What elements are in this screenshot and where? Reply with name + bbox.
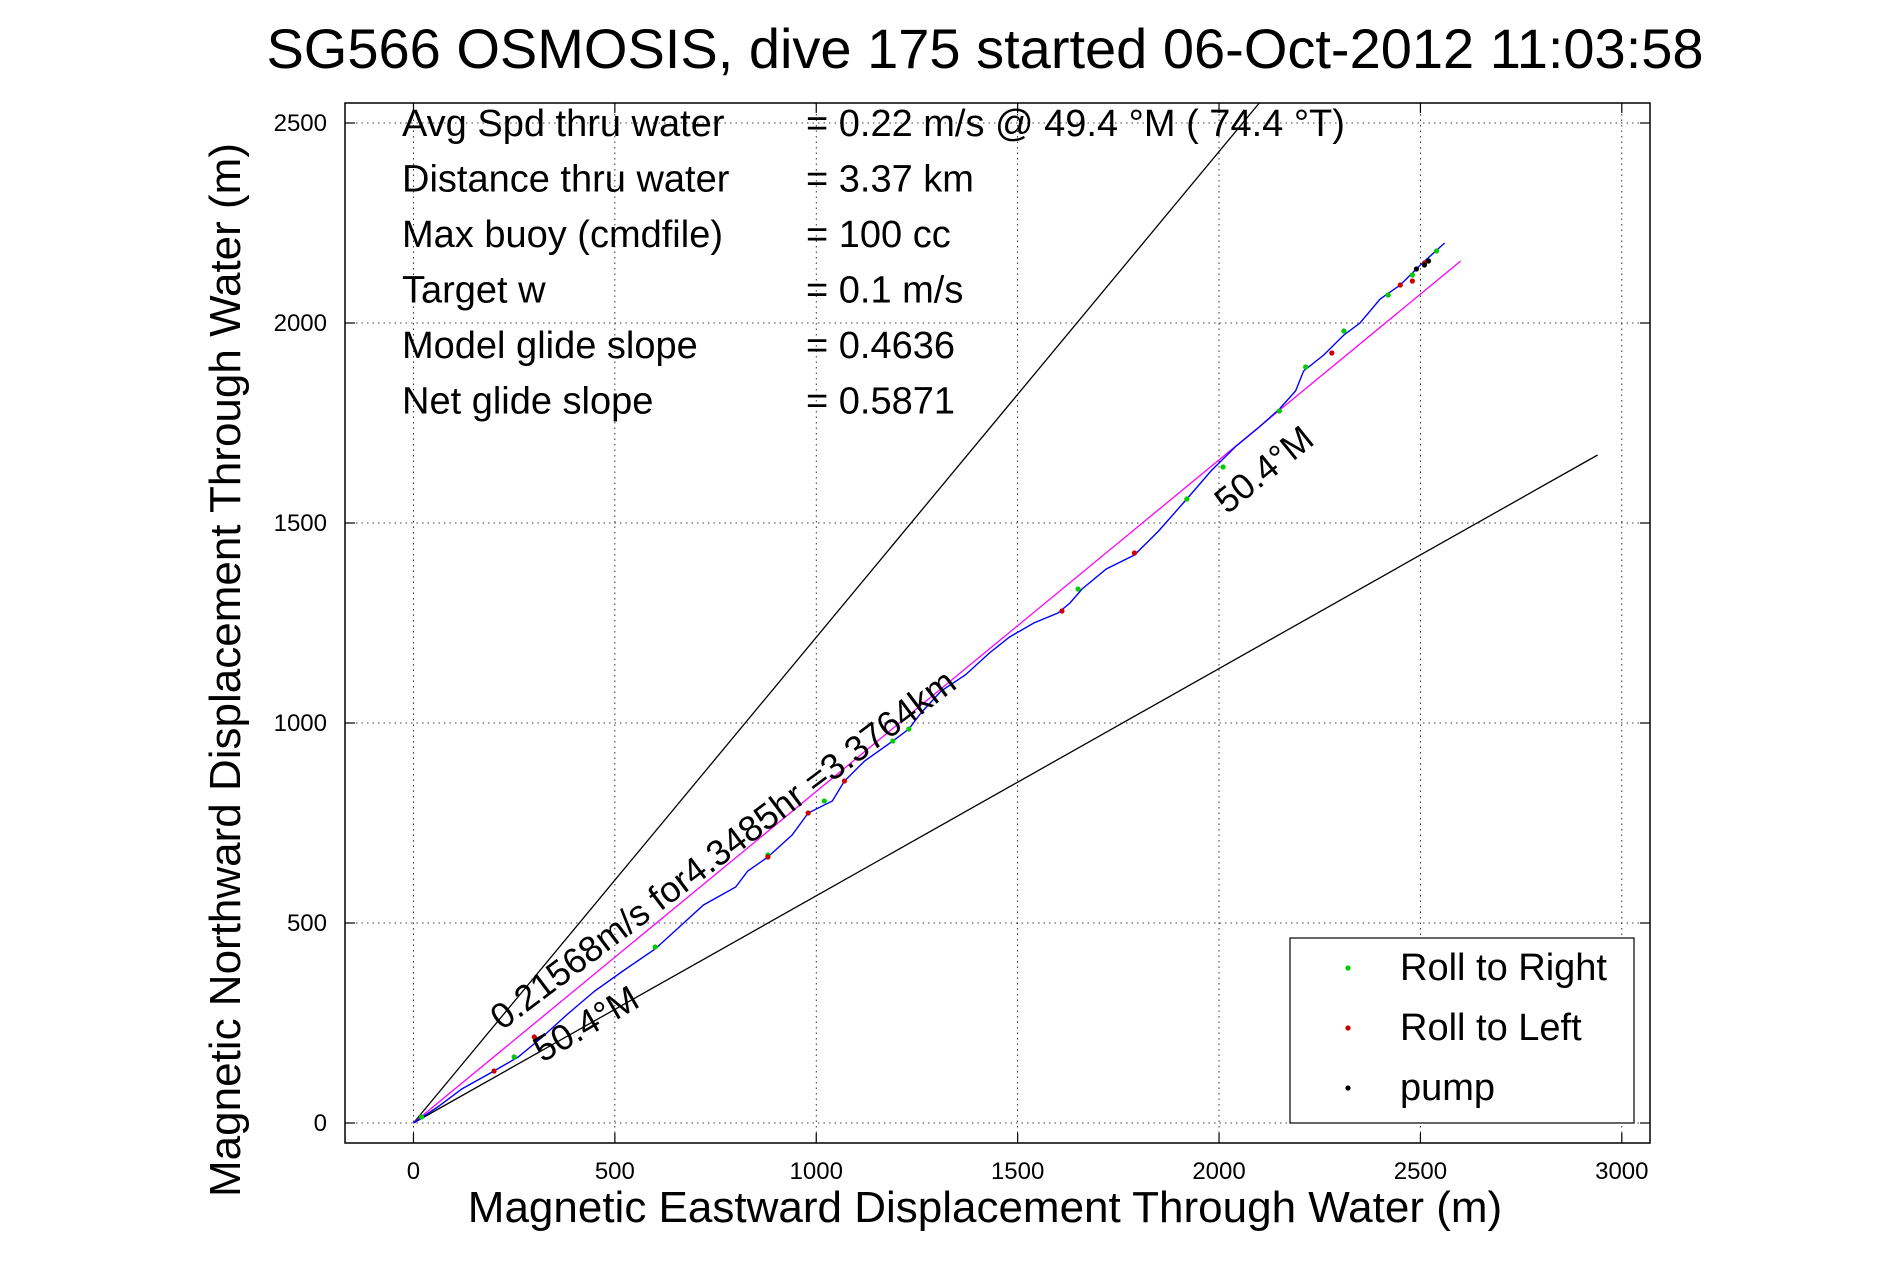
point-roll-to-left: [1409, 278, 1415, 284]
y-axis-label: Magnetic Northward Displacement Through …: [201, 143, 250, 1197]
stat-value: = 0.5871: [806, 381, 955, 423]
reference-line-upper: [412, 102, 1260, 1124]
point-roll-to-right: [1409, 272, 1415, 278]
x-axis-label: Magnetic Eastward Displacement Through W…: [468, 1183, 1502, 1232]
axis-ticks: 0 500 1000 1500 2000 2500 3000 0 500 1000 1500 2000…: [274, 103, 1650, 1185]
stat-label: Model glide slope: [402, 325, 698, 367]
track-line: [413, 242, 1446, 1124]
stat-value: = 0.4636: [806, 325, 955, 367]
point-pump: [1421, 262, 1428, 268]
point-pump: [1413, 266, 1419, 272]
x-tick-label: 0: [407, 1158, 420, 1185]
x-tick-label: 3000: [1595, 1158, 1648, 1185]
point-roll-to-right: [1276, 408, 1283, 414]
y-tick-label: 2000: [274, 310, 327, 337]
point-roll-to-right: [1075, 586, 1081, 592]
y-tick-label: 2500: [274, 110, 327, 137]
legend-marker: [1345, 965, 1351, 971]
point-roll-to-left: [805, 810, 811, 816]
x-tick-label: 1500: [991, 1158, 1044, 1185]
point-roll-to-right: [418, 1114, 425, 1120]
legend-label: Roll to Left: [1400, 1007, 1582, 1049]
legend-marker: [1345, 1025, 1351, 1031]
track: [413, 242, 1446, 1124]
point-pump: [1425, 258, 1432, 264]
x-tick-label: 2000: [1192, 1158, 1245, 1185]
stat-value: = 100 cc: [806, 214, 951, 256]
point-roll-to-left: [1059, 608, 1065, 614]
point-roll-to-left: [531, 1034, 537, 1040]
point-roll-to-left: [765, 854, 771, 860]
point-roll-to-right: [1303, 364, 1309, 370]
stat-label: Net glide slope: [402, 381, 653, 423]
point-roll-to-right: [1220, 464, 1226, 470]
point-roll-to-right: [1385, 292, 1391, 298]
stats-block: Avg Spd thru water = 0.22 m/s @ 49.4 °M (…: [402, 103, 1345, 423]
y-tick-label: 0: [314, 1110, 327, 1137]
stat-value: = 0.1 m/s: [806, 270, 963, 312]
reference-line-lower: [413, 454, 1598, 1124]
legend-label: pump: [1400, 1067, 1495, 1109]
y-tick-label: 500: [287, 910, 327, 937]
point-roll-to-right: [1341, 328, 1347, 334]
point-roll-to-right: [511, 1054, 517, 1060]
legend-label: Roll to Right: [1400, 947, 1607, 989]
reference-line-heading: [413, 260, 1462, 1124]
point-roll-to-right: [906, 726, 912, 732]
y-tick-label: 1500: [274, 510, 327, 537]
legend: Roll to Right Roll to Left pump: [1289, 937, 1635, 1124]
point-roll-to-right: [821, 798, 827, 804]
y-tick-label: 1000: [274, 710, 327, 737]
x-tick-label: 500: [595, 1158, 635, 1185]
stat-value: = 0.22 m/s @ 49.4 °M ( 74.4 °T): [806, 103, 1345, 145]
stat-label: Avg Spd thru water: [402, 103, 725, 145]
point-roll-to-right: [1184, 496, 1190, 502]
data-points: [418, 248, 1440, 1120]
point-roll-to-left: [1329, 350, 1335, 356]
chart-title: SG566 OSMOSIS, dive 175 started 06-Oct-2…: [266, 17, 1703, 80]
reference-lines: [412, 102, 1598, 1124]
legend-marker: [1345, 1085, 1351, 1091]
point-roll-to-left: [1131, 550, 1138, 556]
stat-label: Target w: [402, 270, 546, 312]
point-roll-to-left: [1397, 282, 1403, 288]
stat-value: = 3.37 km: [806, 159, 974, 201]
x-tick-label: 1000: [790, 1158, 843, 1185]
plot-area-frame: [344, 102, 1651, 1144]
stat-label: Distance thru water: [402, 159, 730, 201]
stat-label: Max buoy (cmdfile): [402, 214, 723, 256]
point-roll-to-right: [1433, 248, 1440, 254]
x-tick-label: 2500: [1394, 1158, 1447, 1185]
point-roll-to-left: [491, 1068, 497, 1074]
point-roll-to-left: [841, 778, 848, 784]
point-roll-to-right: [890, 738, 896, 744]
point-roll-to-right: [652, 944, 658, 950]
